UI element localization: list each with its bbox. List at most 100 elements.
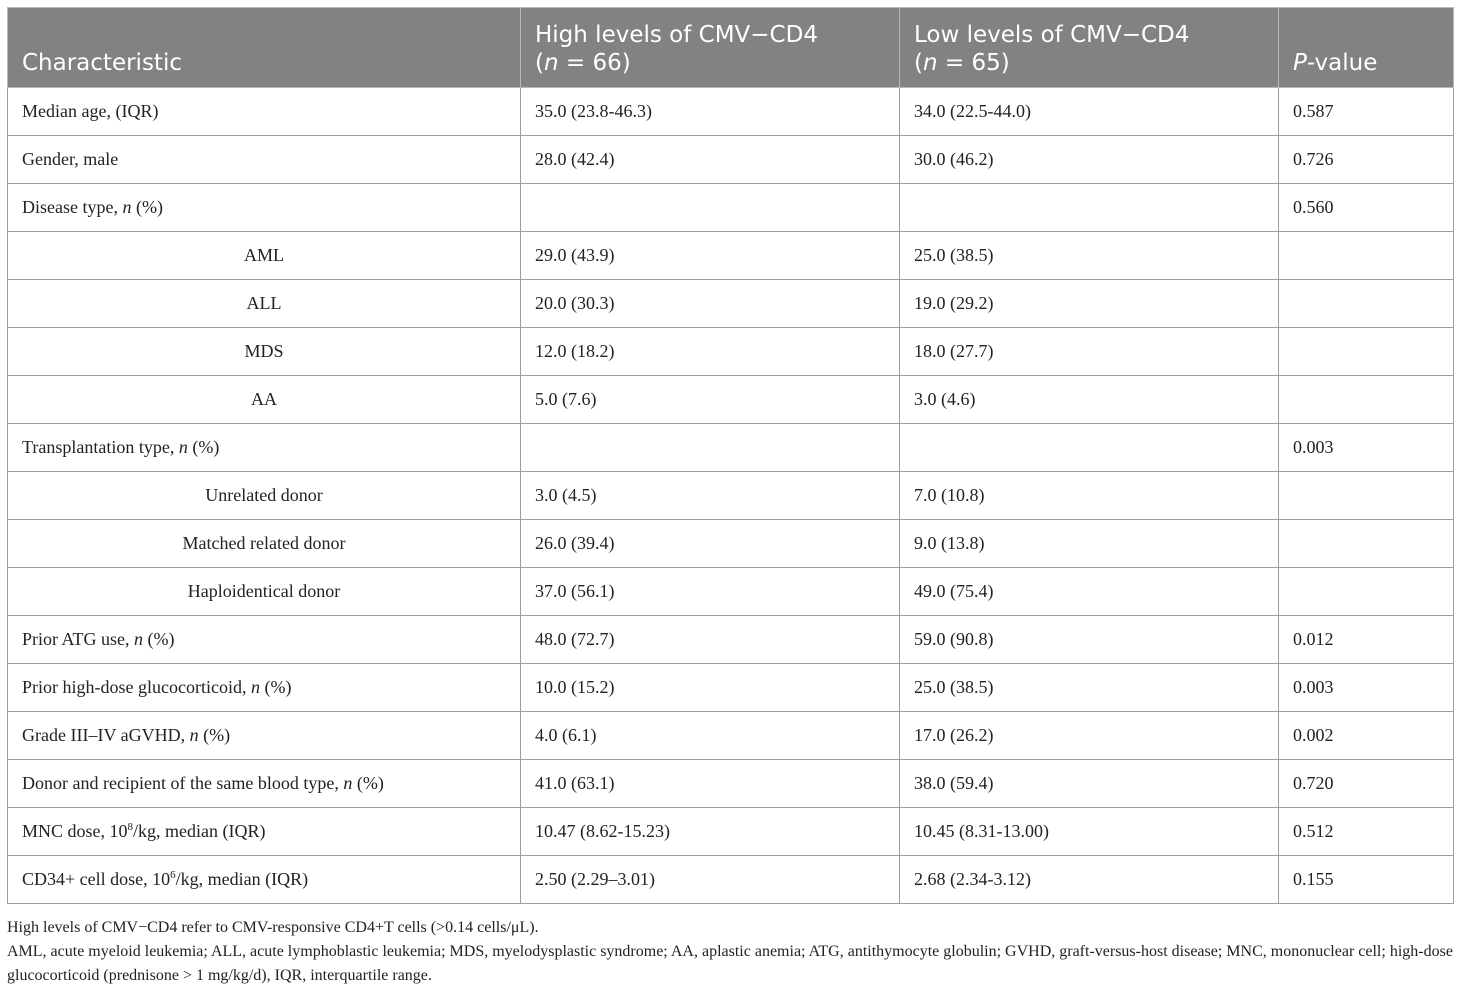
cell-p-value: 0.587 xyxy=(1278,87,1454,136)
cell-p-value xyxy=(1278,327,1454,376)
cell-characteristic: MNC dose, 108/kg, median (IQR) xyxy=(7,807,521,856)
cell-characteristic: Transplantation type, n (%) xyxy=(7,423,521,472)
table-row: Donor and recipient of the same blood ty… xyxy=(7,759,1454,808)
cell-characteristic: Haploidentical donor xyxy=(7,567,521,616)
header-p-value: P-value xyxy=(1278,7,1454,88)
cell-p-value xyxy=(1278,471,1454,520)
cell-high-level: 4.0 (6.1) xyxy=(520,711,900,760)
cell-p-value: 0.720 xyxy=(1278,759,1454,808)
cell-low-level: 7.0 (10.8) xyxy=(899,471,1279,520)
footnote-abbreviations: AML, acute myeloid leukemia; ALL, acute … xyxy=(7,943,1453,984)
cell-p-value xyxy=(1278,567,1454,616)
cell-characteristic: Median age, (IQR) xyxy=(7,87,521,136)
cell-characteristic: AML xyxy=(7,231,521,280)
cell-low-level: 38.0 (59.4) xyxy=(899,759,1279,808)
cell-p-value: 0.003 xyxy=(1278,663,1454,712)
cell-p-value xyxy=(1278,231,1454,280)
cell-low-level: 9.0 (13.8) xyxy=(899,519,1279,568)
cell-low-level xyxy=(899,423,1279,472)
cell-low-level xyxy=(899,183,1279,232)
table-body: Median age, (IQR) 35.0 (23.8-46.3) 34.0 (2… xyxy=(7,87,1454,904)
cell-high-level xyxy=(520,423,900,472)
cell-high-level xyxy=(520,183,900,232)
header-row: Characteristic High levels of CMV−CD4 (n… xyxy=(7,7,1454,88)
cell-p-value: 0.726 xyxy=(1278,135,1454,184)
cell-p-value xyxy=(1278,519,1454,568)
cell-high-level: 48.0 (72.7) xyxy=(520,615,900,664)
cell-characteristic: AA xyxy=(7,375,521,424)
cell-high-level: 5.0 (7.6) xyxy=(520,375,900,424)
table-container: Characteristic High levels of CMV−CD4 (n… xyxy=(7,7,1454,904)
header-low-line2: (n = 65) xyxy=(914,50,1010,76)
cell-high-level: 26.0 (39.4) xyxy=(520,519,900,568)
cell-low-level: 17.0 (26.2) xyxy=(899,711,1279,760)
table-row: Unrelated donor 3.0 (4.5) 7.0 (10.8) xyxy=(7,471,1454,520)
header-high-line1: High levels of CMV−CD4 xyxy=(535,22,818,48)
footnote-definition: High levels of CMV−CD4 refer to CMV-resp… xyxy=(7,919,539,936)
cell-high-level: 37.0 (56.1) xyxy=(520,567,900,616)
cell-low-level: 18.0 (27.7) xyxy=(899,327,1279,376)
cell-p-value: 0.012 xyxy=(1278,615,1454,664)
cell-high-level: 10.47 (8.62-15.23) xyxy=(520,807,900,856)
cell-low-level: 2.68 (2.34-3.12) xyxy=(899,855,1279,904)
table-row: MNC dose, 108/kg, median (IQR) 10.47 (8.6… xyxy=(7,807,1454,856)
cell-high-level: 12.0 (18.2) xyxy=(520,327,900,376)
cell-characteristic: Matched related donor xyxy=(7,519,521,568)
cell-p-value: 0.560 xyxy=(1278,183,1454,232)
cell-p-value: 0.155 xyxy=(1278,855,1454,904)
cell-p-value xyxy=(1278,279,1454,328)
table-footnotes: High levels of CMV−CD4 refer to CMV-resp… xyxy=(7,916,1453,988)
table-row: AML 29.0 (43.9) 25.0 (38.5) xyxy=(7,231,1454,280)
cell-high-level: 35.0 (23.8-46.3) xyxy=(520,87,900,136)
header-characteristic: Characteristic xyxy=(7,7,521,88)
cell-low-level: 25.0 (38.5) xyxy=(899,231,1279,280)
cell-p-value xyxy=(1278,375,1454,424)
table-row: ALL 20.0 (30.3) 19.0 (29.2) xyxy=(7,279,1454,328)
cell-characteristic: ALL xyxy=(7,279,521,328)
table-row: Median age, (IQR) 35.0 (23.8-46.3) 34.0 (2… xyxy=(7,87,1454,136)
cell-low-level: 34.0 (22.5-44.0) xyxy=(899,87,1279,136)
cell-characteristic: Disease type, n (%) xyxy=(7,183,521,232)
cell-low-level: 3.0 (4.6) xyxy=(899,375,1279,424)
cell-characteristic: Grade III–IV aGVHD, n (%) xyxy=(7,711,521,760)
table-row: Haploidentical donor 37.0 (56.1) 49.0 (75.… xyxy=(7,567,1454,616)
characteristics-table: Characteristic High levels of CMV−CD4 (n… xyxy=(7,7,1454,904)
cell-characteristic: CD34+ cell dose, 106/kg, median (IQR) xyxy=(7,855,521,904)
cell-high-level: 2.50 (2.29–3.01) xyxy=(520,855,900,904)
cell-characteristic: Gender, male xyxy=(7,135,521,184)
table-row: AA 5.0 (7.6) 3.0 (4.6) xyxy=(7,375,1454,424)
table-row: Disease type, n (%) 0.560 xyxy=(7,183,1454,232)
cell-characteristic: Prior high-dose glucocorticoid, n (%) xyxy=(7,663,521,712)
table-row: Transplantation type, n (%) 0.003 xyxy=(7,423,1454,472)
header-characteristic-label: Characteristic xyxy=(22,50,182,76)
cell-high-level: 3.0 (4.5) xyxy=(520,471,900,520)
header-low-line1: Low levels of CMV−CD4 xyxy=(914,22,1190,48)
cell-p-value: 0.512 xyxy=(1278,807,1454,856)
cell-characteristic: Unrelated donor xyxy=(7,471,521,520)
cell-low-level: 30.0 (46.2) xyxy=(899,135,1279,184)
cell-low-level: 19.0 (29.2) xyxy=(899,279,1279,328)
table-row: CD34+ cell dose, 106/kg, median (IQR) 2.5… xyxy=(7,855,1454,904)
cell-low-level: 25.0 (38.5) xyxy=(899,663,1279,712)
cell-characteristic: Donor and recipient of the same blood ty… xyxy=(7,759,521,808)
table-row: Grade III–IV aGVHD, n (%) 4.0 (6.1) 17.0 (… xyxy=(7,711,1454,760)
cell-low-level: 10.45 (8.31-13.00) xyxy=(899,807,1279,856)
cell-high-level: 28.0 (42.4) xyxy=(520,135,900,184)
table-row: Prior ATG use, n (%) 48.0 (72.7) 59.0 (90.… xyxy=(7,615,1454,664)
cell-low-level: 49.0 (75.4) xyxy=(899,567,1279,616)
cell-p-value: 0.002 xyxy=(1278,711,1454,760)
header-high-cmv-cd4: High levels of CMV−CD4 (n = 66) xyxy=(520,7,900,88)
header-high-line2: (n = 66) xyxy=(535,50,631,76)
table-row: MDS 12.0 (18.2) 18.0 (27.7) xyxy=(7,327,1454,376)
cell-p-value: 0.003 xyxy=(1278,423,1454,472)
cell-high-level: 41.0 (63.1) xyxy=(520,759,900,808)
cell-low-level: 59.0 (90.8) xyxy=(899,615,1279,664)
cell-high-level: 29.0 (43.9) xyxy=(520,231,900,280)
cell-high-level: 20.0 (30.3) xyxy=(520,279,900,328)
header-low-cmv-cd4: Low levels of CMV−CD4 (n = 65) xyxy=(899,7,1279,88)
table-row: Gender, male 28.0 (42.4) 30.0 (46.2) 0.726 xyxy=(7,135,1454,184)
table-row: Matched related donor 26.0 (39.4) 9.0 (13.… xyxy=(7,519,1454,568)
table-row: Prior high-dose glucocorticoid, n (%) 10.… xyxy=(7,663,1454,712)
cell-characteristic: MDS xyxy=(7,327,521,376)
cell-high-level: 10.0 (15.2) xyxy=(520,663,900,712)
